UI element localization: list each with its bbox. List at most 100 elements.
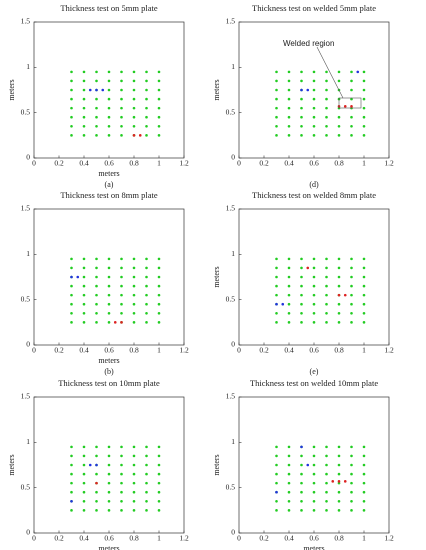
x-tick-label: 0.4 [79, 159, 89, 168]
point [132, 311, 136, 315]
point [362, 454, 366, 458]
point [95, 302, 98, 306]
point [145, 472, 148, 476]
point [275, 454, 278, 458]
point [337, 257, 341, 261]
x-tick-label: 0.4 [284, 534, 294, 543]
point [107, 321, 111, 324]
point [70, 266, 73, 270]
point [312, 79, 316, 83]
point [82, 463, 86, 467]
point [350, 124, 353, 128]
x-tick-label: 0 [32, 346, 36, 355]
x-tick-label: 0.6 [104, 346, 114, 355]
point [312, 284, 316, 288]
point [132, 472, 136, 476]
point [157, 481, 161, 485]
point [287, 79, 291, 83]
point [70, 481, 73, 485]
x-tick-label: 0.4 [284, 346, 294, 355]
x-tick-label: 1.2 [179, 159, 189, 168]
point [70, 79, 73, 83]
point [107, 454, 111, 458]
point [82, 266, 86, 270]
point [120, 509, 123, 512]
chart-title: Thickness test on welded 5mm plate [252, 3, 376, 13]
point [312, 275, 316, 279]
point [157, 490, 161, 494]
point [120, 275, 123, 279]
caption: (e) [310, 367, 319, 376]
point [107, 106, 111, 110]
point [300, 445, 303, 449]
point [325, 97, 328, 101]
x-tick-label: 0.6 [104, 534, 114, 543]
x-tick-label: 0.8 [129, 159, 139, 168]
point [70, 70, 73, 74]
point [275, 499, 278, 503]
point [70, 445, 73, 449]
point [275, 463, 278, 467]
point [312, 509, 316, 512]
y-tick-label: 1.5 [21, 17, 31, 26]
x-tick-label: 0.4 [79, 534, 89, 543]
point [82, 284, 86, 288]
point [312, 257, 316, 261]
point [275, 257, 278, 261]
point [275, 275, 278, 279]
point [362, 445, 366, 449]
point [88, 463, 92, 467]
point [145, 454, 148, 458]
point [362, 124, 366, 128]
point [132, 445, 136, 449]
point [275, 490, 278, 494]
point [337, 490, 341, 494]
point [70, 472, 73, 476]
y-tick-label: 1 [26, 437, 30, 446]
point [70, 284, 73, 288]
point [362, 311, 366, 315]
x-axis-label: meters [303, 544, 324, 550]
x-tick-label: 1.2 [384, 159, 394, 168]
point [337, 481, 341, 485]
point [107, 266, 111, 270]
point [350, 445, 353, 449]
point [350, 481, 353, 485]
y-tick-label: 0 [231, 528, 235, 537]
point [325, 106, 328, 110]
point [132, 481, 136, 485]
point [120, 106, 123, 110]
point [95, 445, 98, 449]
point [362, 293, 366, 297]
point [157, 472, 161, 476]
x-tick-label: 1 [157, 346, 161, 355]
chart-title: Thickness test on 5mm plate [60, 3, 157, 13]
point [82, 445, 86, 449]
x-axis-label: meters [98, 544, 119, 550]
point [287, 70, 291, 74]
point [275, 293, 278, 297]
point [337, 445, 341, 449]
point [325, 70, 328, 74]
point [343, 293, 347, 297]
point [95, 321, 98, 324]
point [145, 97, 148, 101]
point [107, 79, 111, 83]
point [300, 106, 303, 110]
point [132, 490, 136, 494]
point [95, 97, 98, 101]
point [306, 463, 310, 467]
x-tick-label: 0.6 [309, 534, 319, 543]
point [145, 79, 148, 83]
x-tick-label: 1 [362, 159, 366, 168]
point [107, 257, 111, 261]
point [70, 115, 73, 119]
point [275, 124, 278, 128]
point [120, 134, 123, 137]
point [82, 70, 86, 74]
point [281, 302, 285, 306]
point [120, 257, 123, 261]
point [312, 266, 316, 270]
point [157, 463, 161, 467]
point [95, 106, 98, 110]
